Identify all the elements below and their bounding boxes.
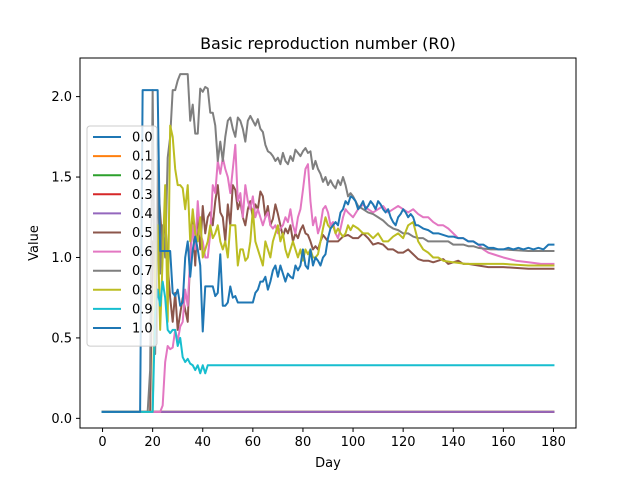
legend-label: 0.5 [132,226,153,241]
x-axis-label: Day [315,456,341,471]
legend-label: 1.0 [132,322,153,337]
x-tick-label: 40 [194,435,211,450]
chart-title: Basic reproduction number (R0) [200,34,456,53]
x-tick-label: 180 [541,435,566,450]
x-axis: 0 20 40 60 80 100 120 140 160 180 [98,428,566,450]
x-tick-label: 100 [341,435,366,450]
x-tick-label: 20 [144,435,161,450]
legend-label: 0.9 [132,302,153,317]
x-tick-label: 140 [441,435,466,450]
x-tick-label: 80 [295,435,312,450]
legend-label: 0.1 [132,150,153,165]
y-axis: 0.0 0.5 1.0 1.5 2.0 [51,90,80,427]
plot-frame [79,57,577,429]
legend-label: 0.2 [132,169,153,184]
y-tick-label: 0.0 [51,412,72,427]
legend-box [86,125,158,347]
series-line-10 [101,89,555,413]
y-tick-label: 1.5 [51,171,72,186]
legend: 0.0 0.1 0.2 0.3 0.4 0.5 0.6 0.7 0.8 0.9 1.0 [86,125,158,347]
legend-label: 0.4 [132,207,153,222]
legend-label: 0.8 [132,283,153,298]
x-tick-label: 160 [491,435,516,450]
y-tick-label: 0.5 [51,331,72,346]
legend-label: 0.6 [132,245,153,260]
y-tick-label: 2.0 [51,90,72,105]
legend-label: 0.0 [132,131,153,146]
y-axis-label: Value [27,225,42,261]
legend-label: 0.7 [132,264,153,279]
series-line-6 [101,143,555,413]
y-tick-label: 1.0 [51,251,72,266]
x-tick-label: 0 [98,435,106,450]
x-tick-label: 60 [245,435,262,450]
x-tick-label: 120 [391,435,416,450]
legend-label: 0.3 [132,188,153,203]
series-line-8 [101,124,555,413]
series-line-9 [101,280,555,413]
plot-series [101,73,555,413]
